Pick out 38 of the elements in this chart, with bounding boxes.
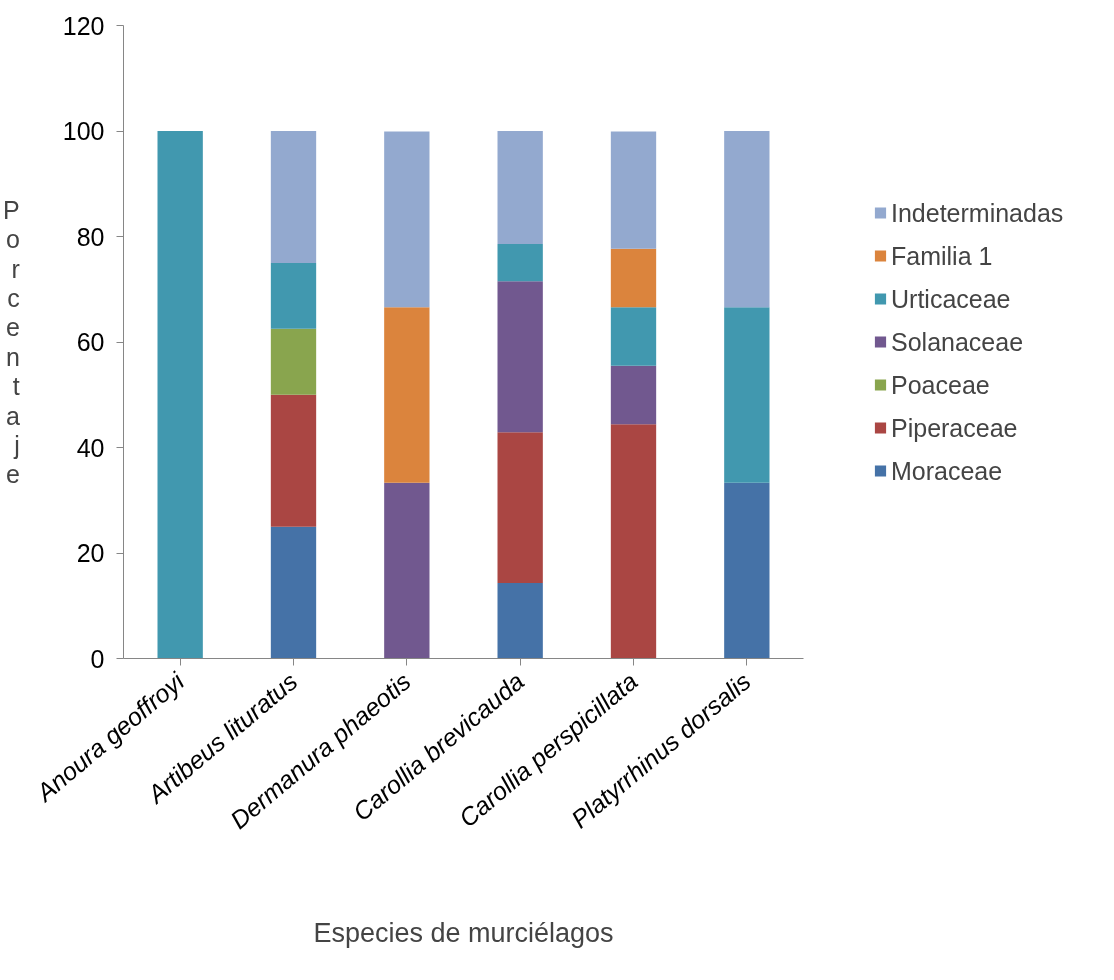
bar [724,482,770,659]
bar [270,262,317,329]
bar [724,131,770,308]
bar [724,307,770,483]
legend-label: Solanaceae [891,327,1024,356]
bar [497,583,543,659]
bar [270,328,317,395]
y-tick-label: 60 [76,328,105,356]
legend-label: Indeterminadas [891,198,1064,227]
legend-label: Poaceae [891,370,990,399]
bar [497,131,543,244]
bar [270,526,317,659]
bar [497,432,543,584]
y-tick-label: 80 [76,222,105,251]
text: Porcentaje [3,195,20,489]
y-tick-label: 40 [76,433,105,462]
bar [610,307,657,366]
bar [610,424,657,659]
legend-label: Familia 1 [891,241,993,270]
y-tick-label: 120 [62,11,105,40]
bar [497,243,543,282]
bar [270,394,317,527]
bar [384,131,430,308]
bar [610,131,657,249]
y-tick-label: 0 [90,644,105,673]
legend-label: Piperaceae [891,413,1018,442]
bar [384,307,430,483]
y-tick-label: 20 [76,539,105,567]
x-axis-title: Especies de murciélagos [313,917,614,948]
bar [270,131,317,263]
bar [157,131,203,659]
bar [384,482,430,659]
legend-label: Urticaceae [891,284,1011,313]
y-tick-label: 100 [62,117,105,145]
bar [610,365,657,425]
legend-label: Moraceae [891,456,1003,485]
bar [610,248,657,308]
bar [497,281,543,433]
